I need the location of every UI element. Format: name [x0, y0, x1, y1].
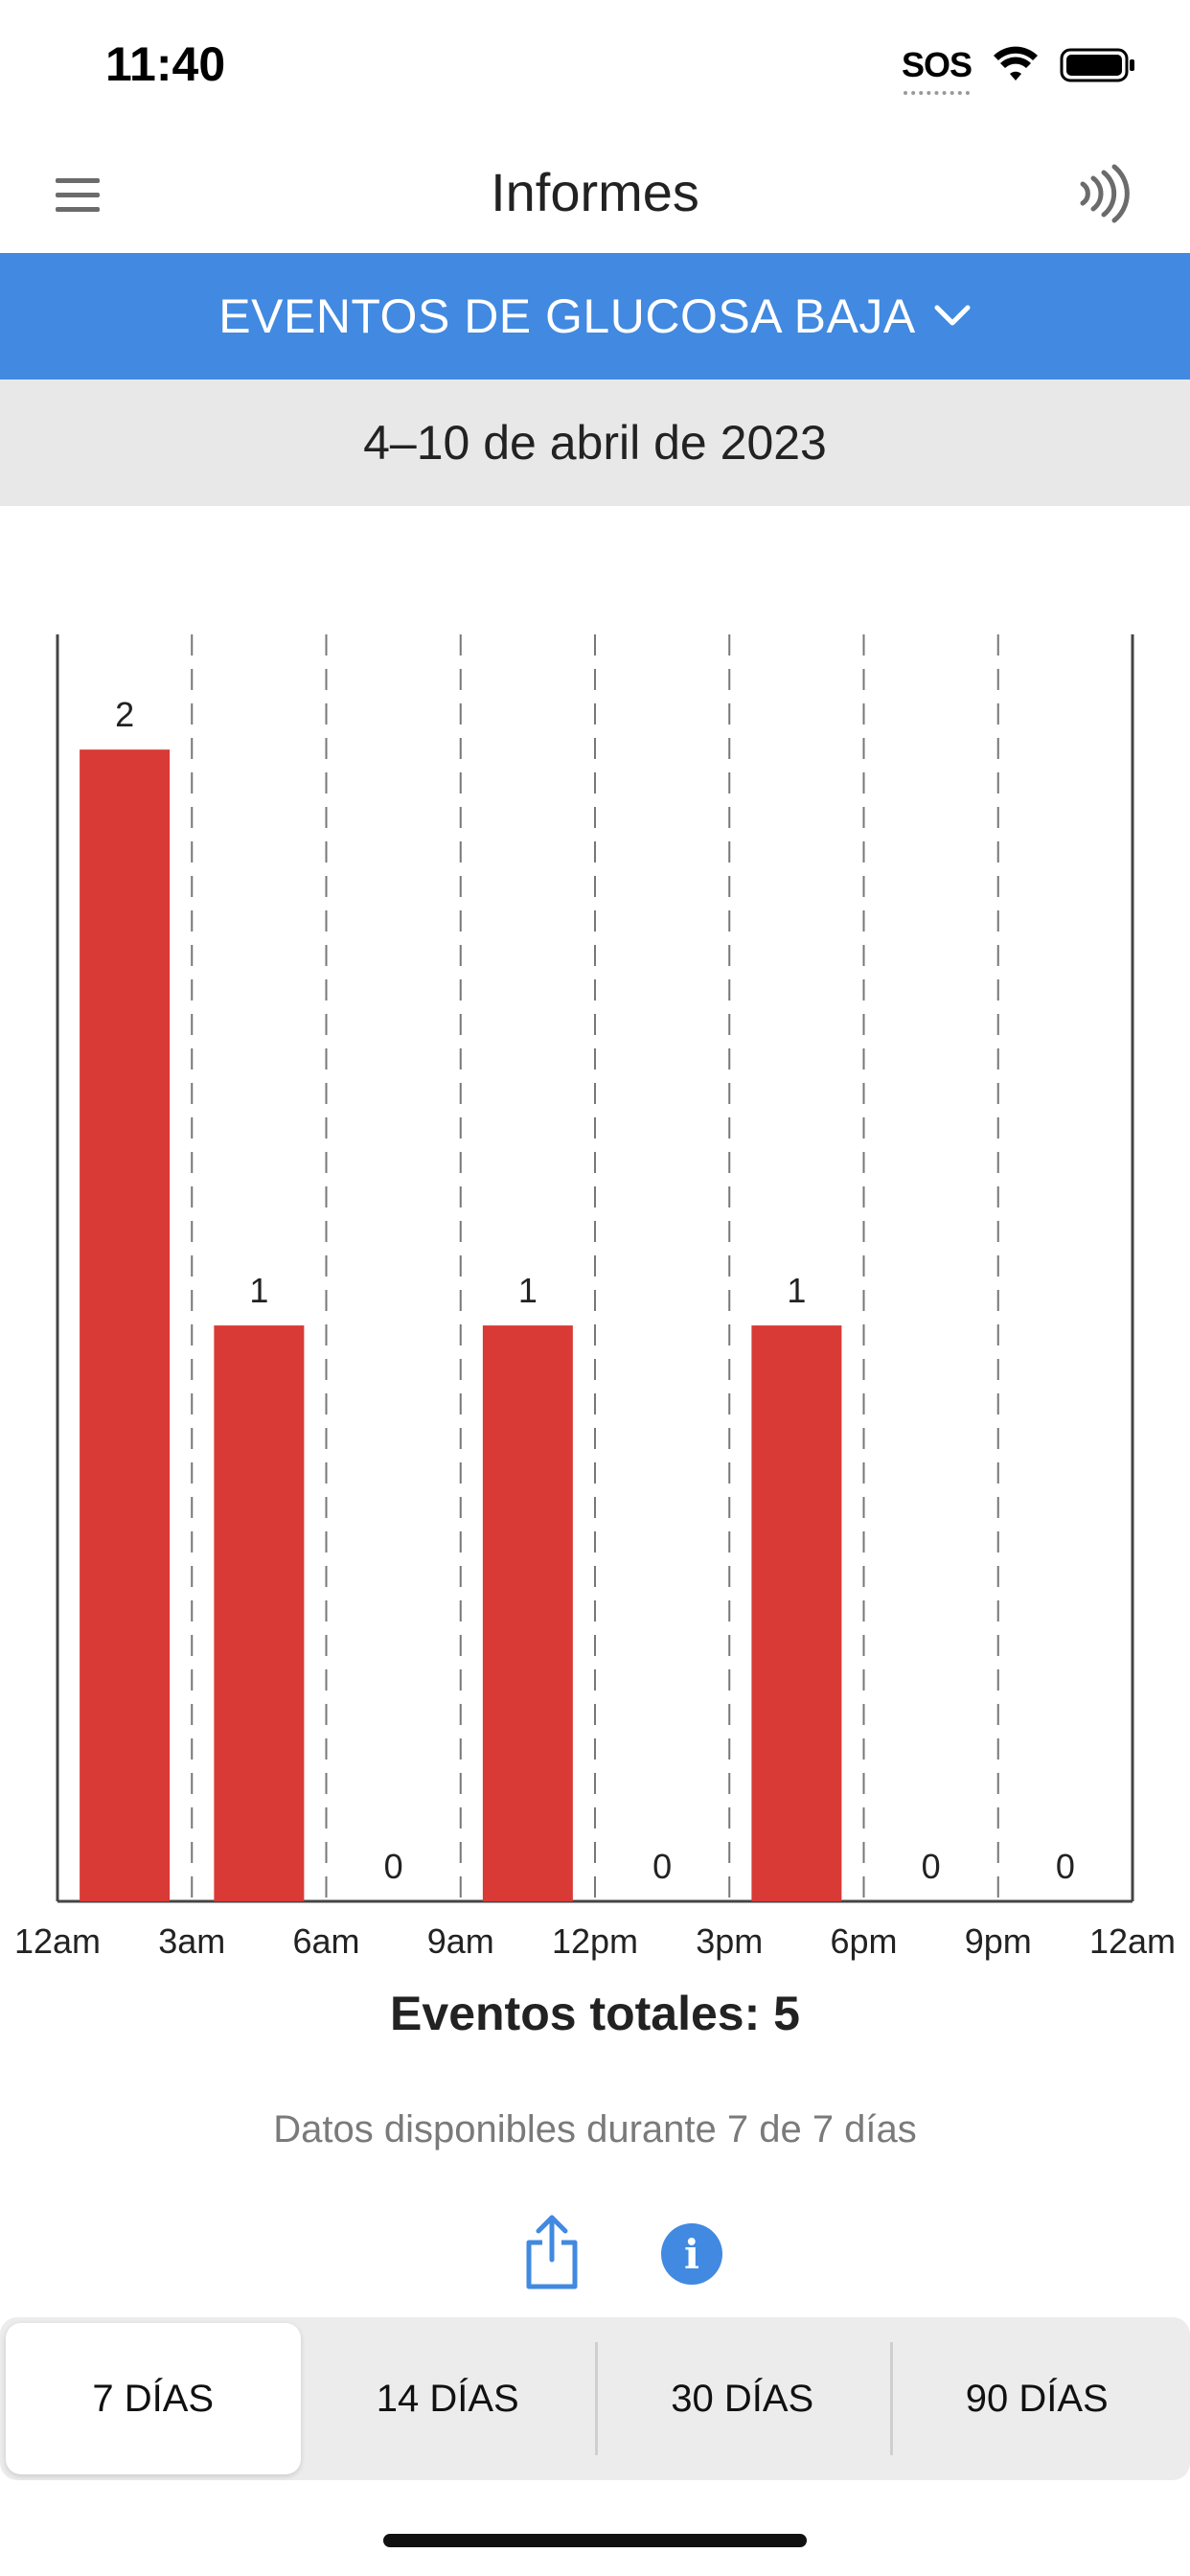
segment-90-days[interactable]: 90 DÍAS: [889, 2323, 1185, 2474]
app-header: Informes: [0, 134, 1190, 253]
status-icons: SOS: [901, 38, 1136, 95]
bar-9am-12pm: [482, 1325, 573, 1901]
data-label: 0: [1056, 1847, 1075, 1886]
x-tick-label: 6pm: [830, 1921, 897, 1961]
segment-14-days[interactable]: 14 DÍAS: [376, 2377, 519, 2420]
low-glucose-events-chart: 2 1 0 1 0 1 0 0 12am 3am 6am 9am 12pm 3pm 6pm 9pm 12am: [14, 634, 1176, 1961]
battery-icon: [1060, 48, 1134, 82]
page-title: Informes: [491, 162, 699, 222]
total-events: Eventos totales: 5: [390, 1987, 800, 2040]
x-tick-label: 12pm: [552, 1921, 638, 1961]
x-tick-label: 12am: [14, 1921, 101, 1961]
status-time: 11:40: [105, 37, 226, 91]
data-label: 0: [652, 1847, 672, 1886]
data-label: 0: [384, 1847, 403, 1886]
bar-3pm-6pm: [751, 1325, 842, 1901]
data-label: 1: [787, 1271, 806, 1310]
bar-3am-6am: [214, 1325, 305, 1901]
segment-7-days[interactable]: 7 DÍAS: [6, 2323, 301, 2474]
report-type-label: EVENTOS DE GLUCOSA BAJA: [218, 289, 916, 343]
info-icon[interactable]: i: [661, 2223, 722, 2285]
share-icon[interactable]: [523, 2214, 581, 2290]
data-label: 1: [518, 1271, 538, 1310]
x-tick-label: 3am: [158, 1921, 225, 1961]
data-label: 1: [249, 1271, 268, 1310]
x-tick-label: 12am: [1089, 1921, 1176, 1961]
data-label: 0: [922, 1847, 941, 1886]
data-label: 2: [115, 695, 134, 734]
action-row: i: [0, 2204, 1190, 2300]
data-availability: Datos disponibles durante 7 de 7 días: [273, 2108, 917, 2150]
x-tick-label: 9am: [427, 1921, 494, 1961]
x-tick-label: 3pm: [696, 1921, 763, 1961]
hamburger-menu-icon[interactable]: [56, 178, 102, 217]
date-range: 4–10 de abril de 2023: [0, 380, 1190, 506]
status-bar: 11:40 SOS: [0, 0, 1190, 134]
nfc-scan-icon[interactable]: [1077, 163, 1131, 224]
x-tick-label: 9pm: [965, 1921, 1032, 1961]
period-selector: 7 DÍAS 14 DÍAS 30 DÍAS 90 DÍAS: [0, 2317, 1190, 2480]
x-tick-label: 6am: [292, 1921, 359, 1961]
bar-12am-3am: [80, 749, 171, 1901]
sos-indicator: SOS: [901, 45, 973, 95]
home-indicator[interactable]: [383, 2534, 807, 2547]
segment-30-days[interactable]: 30 DÍAS: [595, 2323, 890, 2474]
chevron-down-icon: [934, 305, 971, 326]
report-type-dropdown[interactable]: EVENTOS DE GLUCOSA BAJA: [0, 253, 1190, 380]
wifi-icon: [994, 46, 1038, 80]
